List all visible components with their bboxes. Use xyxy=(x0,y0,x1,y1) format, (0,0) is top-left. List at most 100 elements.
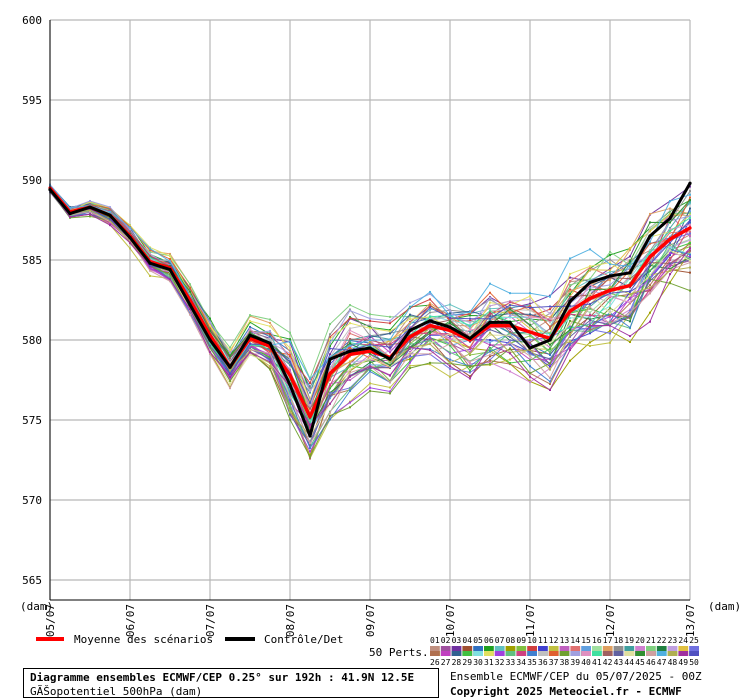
perturbation-point xyxy=(289,401,291,404)
perturbation-point xyxy=(549,383,551,386)
perturbation-point xyxy=(389,315,391,318)
perturbation-point xyxy=(509,358,511,361)
perturbation-point xyxy=(589,266,591,269)
perturbation-point xyxy=(369,323,371,326)
perturbation-point xyxy=(649,278,651,281)
pert-swatch xyxy=(505,651,516,656)
perturbation-point xyxy=(549,295,551,298)
pert-swatch xyxy=(538,646,548,651)
perturbation-point xyxy=(469,323,471,326)
pert-swatch xyxy=(516,651,527,656)
pert-swatch xyxy=(559,651,570,656)
perturbation-point xyxy=(349,304,351,307)
perturbation-point xyxy=(229,355,231,358)
perturbation-point xyxy=(649,289,651,292)
perturbation-point xyxy=(529,343,531,346)
perturbation-point xyxy=(529,354,531,357)
perturbation-point xyxy=(109,222,111,225)
perturbation-point xyxy=(469,340,471,343)
perturbation-point xyxy=(309,407,311,410)
perturbation-point xyxy=(529,317,531,320)
perturbation-point xyxy=(349,388,351,391)
perturbation-point xyxy=(689,238,691,241)
perturbation-point xyxy=(349,374,351,377)
perturbation-point xyxy=(449,332,451,335)
perturbation-point xyxy=(289,358,291,361)
perturbation-point xyxy=(249,353,251,356)
perturbation-point xyxy=(489,328,491,331)
pert-number: 21 xyxy=(646,636,656,645)
perturbation-point xyxy=(529,341,531,344)
perturbation-point xyxy=(489,350,491,353)
perturbation-point xyxy=(629,297,631,300)
perturbation-point xyxy=(449,322,451,325)
perturbation-point xyxy=(529,327,531,330)
perturbation-point xyxy=(449,317,451,320)
pert-swatch xyxy=(602,646,613,651)
perturbation-point xyxy=(349,346,351,349)
perturbation-point xyxy=(389,360,391,363)
perturbation-point xyxy=(529,365,531,368)
pert-number: 09 xyxy=(516,636,526,645)
perturbation-point xyxy=(309,442,311,445)
perturbation-point xyxy=(469,311,471,314)
perturbation-point xyxy=(489,291,491,294)
perturbation-point xyxy=(289,390,291,393)
perturbation-point xyxy=(389,364,391,367)
perturbation-point xyxy=(149,264,151,267)
pert-swatch xyxy=(613,646,624,651)
perturbation-point xyxy=(429,343,431,346)
perturbation-point xyxy=(549,367,551,370)
perturbation-point xyxy=(509,307,511,310)
pert-swatch xyxy=(494,646,505,651)
perturbation-point xyxy=(589,287,591,290)
pert-swatch xyxy=(656,646,667,651)
legend-mean-label: Moyenne des scénarios xyxy=(74,633,213,646)
perturbation-point xyxy=(169,265,171,268)
perturbation-point xyxy=(269,331,271,334)
perturbation-point xyxy=(609,261,611,264)
perturbation-point xyxy=(609,292,611,295)
pert-number: 41 xyxy=(592,658,602,667)
perturbation-point xyxy=(69,215,71,218)
perturbation-point xyxy=(649,274,651,277)
perturbation-point xyxy=(609,301,611,304)
perturbation-point xyxy=(269,321,271,324)
pert-swatch xyxy=(581,646,591,651)
perturbation-point xyxy=(129,226,131,229)
perturbation-point xyxy=(489,348,491,351)
perturbation-point xyxy=(489,304,491,307)
control-line-point xyxy=(288,383,292,387)
pert-swatch xyxy=(570,651,581,656)
perturbation-point xyxy=(609,295,611,298)
perturbation-point xyxy=(529,306,531,309)
pert-swatch xyxy=(678,646,689,651)
perturbation-point xyxy=(229,378,231,381)
perturbation-point xyxy=(289,350,291,353)
perturbation-point xyxy=(549,347,551,350)
perturbation-point xyxy=(449,337,451,340)
perturbation-point xyxy=(569,295,571,298)
perturbation-point xyxy=(689,245,691,248)
perturbation-point xyxy=(669,227,671,230)
control-line-point xyxy=(248,333,252,337)
pert-swatch xyxy=(689,651,699,656)
mean-line-point xyxy=(328,372,332,376)
perturbation-point xyxy=(429,352,431,355)
perturbation-point xyxy=(569,359,571,362)
perturbation-point xyxy=(589,288,591,291)
perturbation-point xyxy=(529,338,531,341)
perturbation-point xyxy=(529,295,531,298)
perturbation-point xyxy=(689,266,691,269)
perturbation-point xyxy=(689,242,691,245)
perturbation-point xyxy=(569,257,571,260)
perturbation-point xyxy=(289,399,291,402)
control-line-point xyxy=(88,205,92,209)
perturbation-point xyxy=(689,259,691,262)
perturbation-point xyxy=(549,342,551,345)
control-line-point xyxy=(228,365,232,369)
control-line-point xyxy=(108,213,112,217)
perturbation-point xyxy=(589,303,591,306)
perturbation-point xyxy=(349,332,351,335)
perturbation-point xyxy=(689,261,691,264)
